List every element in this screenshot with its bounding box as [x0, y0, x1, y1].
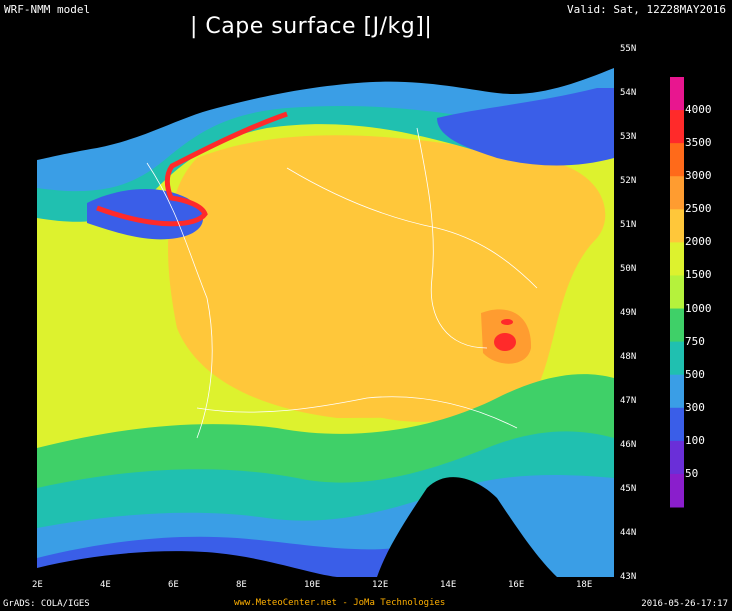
colorbar-label: 1500: [685, 268, 712, 282]
colorbar-label: 750: [685, 334, 705, 348]
latitude-label: 49N: [620, 308, 637, 318]
colorbar-label: 300: [685, 400, 705, 414]
model-name: WRF-NMM model: [4, 3, 91, 16]
longitude-label: 12E: [372, 580, 389, 590]
contour-3500-coast: [96, 111, 288, 227]
latitude-label: 51N: [620, 220, 637, 230]
colorbar-label: 2000: [685, 235, 712, 249]
colorbar-segment: [670, 209, 684, 243]
site-credit: www.MeteoCenter.net - JoMa Technologies: [234, 598, 446, 608]
longitude-label: 2E: [32, 580, 43, 590]
colorbar: [670, 77, 684, 508]
field-3500: [494, 333, 516, 351]
latitude-label: 48N: [620, 352, 637, 362]
colorbar-segment: [670, 110, 684, 144]
latitude-label: 53N: [620, 132, 637, 142]
border-lines: [146, 162, 213, 439]
cape-map: [37, 48, 614, 577]
latitude-label: 46N: [620, 440, 637, 450]
colorbar-segment: [670, 440, 684, 475]
colorbar-segment: [670, 341, 684, 376]
colorbar-label: 4000: [685, 103, 712, 117]
colorbar-label: 1000: [685, 301, 712, 315]
colorbar-segment: [670, 143, 684, 177]
longitude-label: 18E: [576, 580, 593, 590]
longitude-label: 6E: [168, 580, 179, 590]
latitude-label: 55N: [620, 44, 637, 54]
sea-no-data: [37, 48, 614, 160]
timestamp: 2016-05-26-17:17: [641, 599, 728, 609]
colorbar-label: 2500: [685, 202, 712, 216]
colorbar-label: 500: [685, 367, 705, 381]
latitude-label: 45N: [620, 484, 637, 494]
valid-time: Valid: Sat, 12Z28MAY2016: [567, 3, 726, 16]
colorbar-label: 100: [685, 433, 705, 447]
colorbar-segment: [670, 407, 684, 442]
longitude-label: 10E: [304, 580, 321, 590]
latitude-label: 52N: [620, 176, 637, 186]
colorbar-label: 3000: [685, 169, 712, 183]
latitude-label: 47N: [620, 396, 637, 406]
colorbar-segment: [670, 374, 684, 409]
longitude-label: 14E: [440, 580, 457, 590]
map-title: | Cape surface [J/kg]|: [190, 14, 433, 39]
longitude-label: 16E: [508, 580, 525, 590]
colorbar-segment: [670, 473, 684, 508]
colorbar-segment: [670, 176, 684, 210]
latitude-label: 43N: [620, 572, 637, 582]
colorbar-segment: [670, 242, 684, 276]
colorbar-segment: [670, 77, 684, 111]
longitude-label: 8E: [236, 580, 247, 590]
colorbar-segment: [670, 275, 684, 310]
colorbar-segment: [670, 308, 684, 343]
colorbar-label: 50: [685, 466, 699, 480]
grads-credit: GrADS: COLA/IGES: [3, 599, 90, 609]
latitude-label: 50N: [620, 264, 637, 274]
colorbar-label: 3500: [685, 136, 712, 150]
latitude-label: 54N: [620, 88, 637, 98]
latitude-label: 44N: [620, 528, 637, 538]
longitude-label: 4E: [100, 580, 111, 590]
